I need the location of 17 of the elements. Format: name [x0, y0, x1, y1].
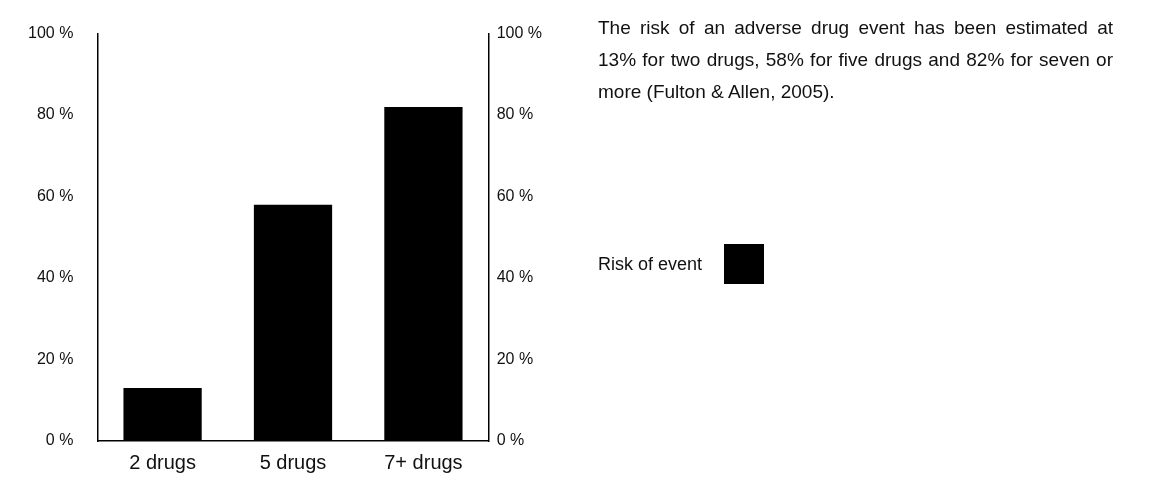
y-tick-label: 20 %	[36, 349, 74, 367]
y-tick-label: 80 %	[36, 105, 74, 123]
y2-tick-label: 60 %	[496, 186, 534, 204]
x-tick-label: 2 drugs	[129, 450, 196, 473]
y2-tick-label: 20 %	[496, 349, 534, 367]
legend-label: Risk of event	[598, 253, 703, 275]
y2-tick-label: 100 %	[496, 24, 543, 42]
y-tick-label: 100 %	[27, 24, 74, 42]
y-tick-label: 0 %	[45, 431, 74, 449]
y-tick-label: 60 %	[36, 186, 74, 204]
y2-tick-label: 80 %	[496, 105, 534, 123]
text: The risk of an adverse drug event has been estimated at 13% for two drugs, 58% for five drugs and 82% for seven or more (Fulton & Allen, 2005).	[598, 16, 1113, 104]
y2-tick-label: 40 %	[496, 268, 534, 286]
y2-tick-label: 0 %	[496, 431, 525, 449]
x-tick-label: 7+ drugs	[384, 450, 463, 473]
y-tick-label: 40 %	[36, 268, 74, 286]
x-tick-label: 5 drugs	[259, 450, 327, 473]
